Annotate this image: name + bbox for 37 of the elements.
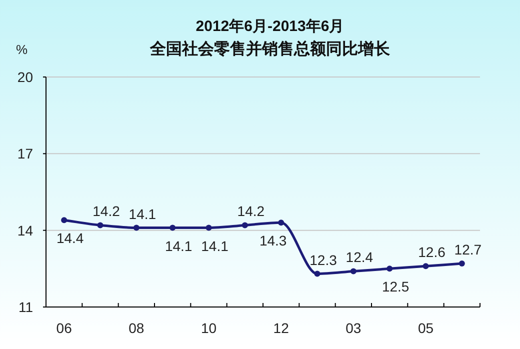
- x-tick-label: 08: [128, 320, 144, 336]
- x-tick-label: 06: [56, 320, 72, 336]
- x-tick-label: 05: [418, 320, 434, 336]
- point: [458, 260, 465, 267]
- y-tick-label: 11: [18, 299, 34, 315]
- data-label: 14.1: [201, 238, 229, 254]
- data-label: 12.5: [382, 278, 410, 295]
- point: [350, 268, 356, 274]
- y-tick-label: 14: [17, 222, 34, 238]
- data-label: 14.4: [56, 230, 84, 246]
- data-label: 14.2: [237, 203, 265, 220]
- point: [386, 266, 393, 272]
- y-tick-label: 17: [17, 146, 34, 162]
- data-label: 14.3: [259, 232, 287, 249]
- point: [314, 270, 320, 277]
- data-label: 12.6: [418, 244, 446, 260]
- data-label: 12.7: [454, 242, 482, 258]
- chart-subtitle: 全国社会零售并销售总额同比增长: [149, 40, 391, 58]
- point: [97, 222, 104, 228]
- point: [242, 222, 248, 228]
- data-label: 14.1: [164, 238, 192, 254]
- data-label: 12.4: [346, 249, 374, 266]
- point: [133, 224, 140, 231]
- point: [278, 220, 284, 226]
- data-label: 14.1: [128, 206, 156, 222]
- point: [170, 224, 176, 231]
- data-label: 14.2: [92, 203, 120, 220]
- data-label: 12.3: [310, 252, 338, 268]
- x-tick-label: 12: [273, 320, 290, 336]
- y-tick-label: 20: [17, 69, 34, 85]
- y-axis-title: %: [16, 42, 28, 57]
- point: [206, 224, 212, 231]
- x-tick-label: 10: [200, 320, 217, 336]
- point: [422, 263, 429, 270]
- point: [61, 217, 68, 224]
- x-tick-label: 03: [346, 320, 362, 336]
- chart-title: 2012年6月-2013年6月: [196, 18, 344, 35]
